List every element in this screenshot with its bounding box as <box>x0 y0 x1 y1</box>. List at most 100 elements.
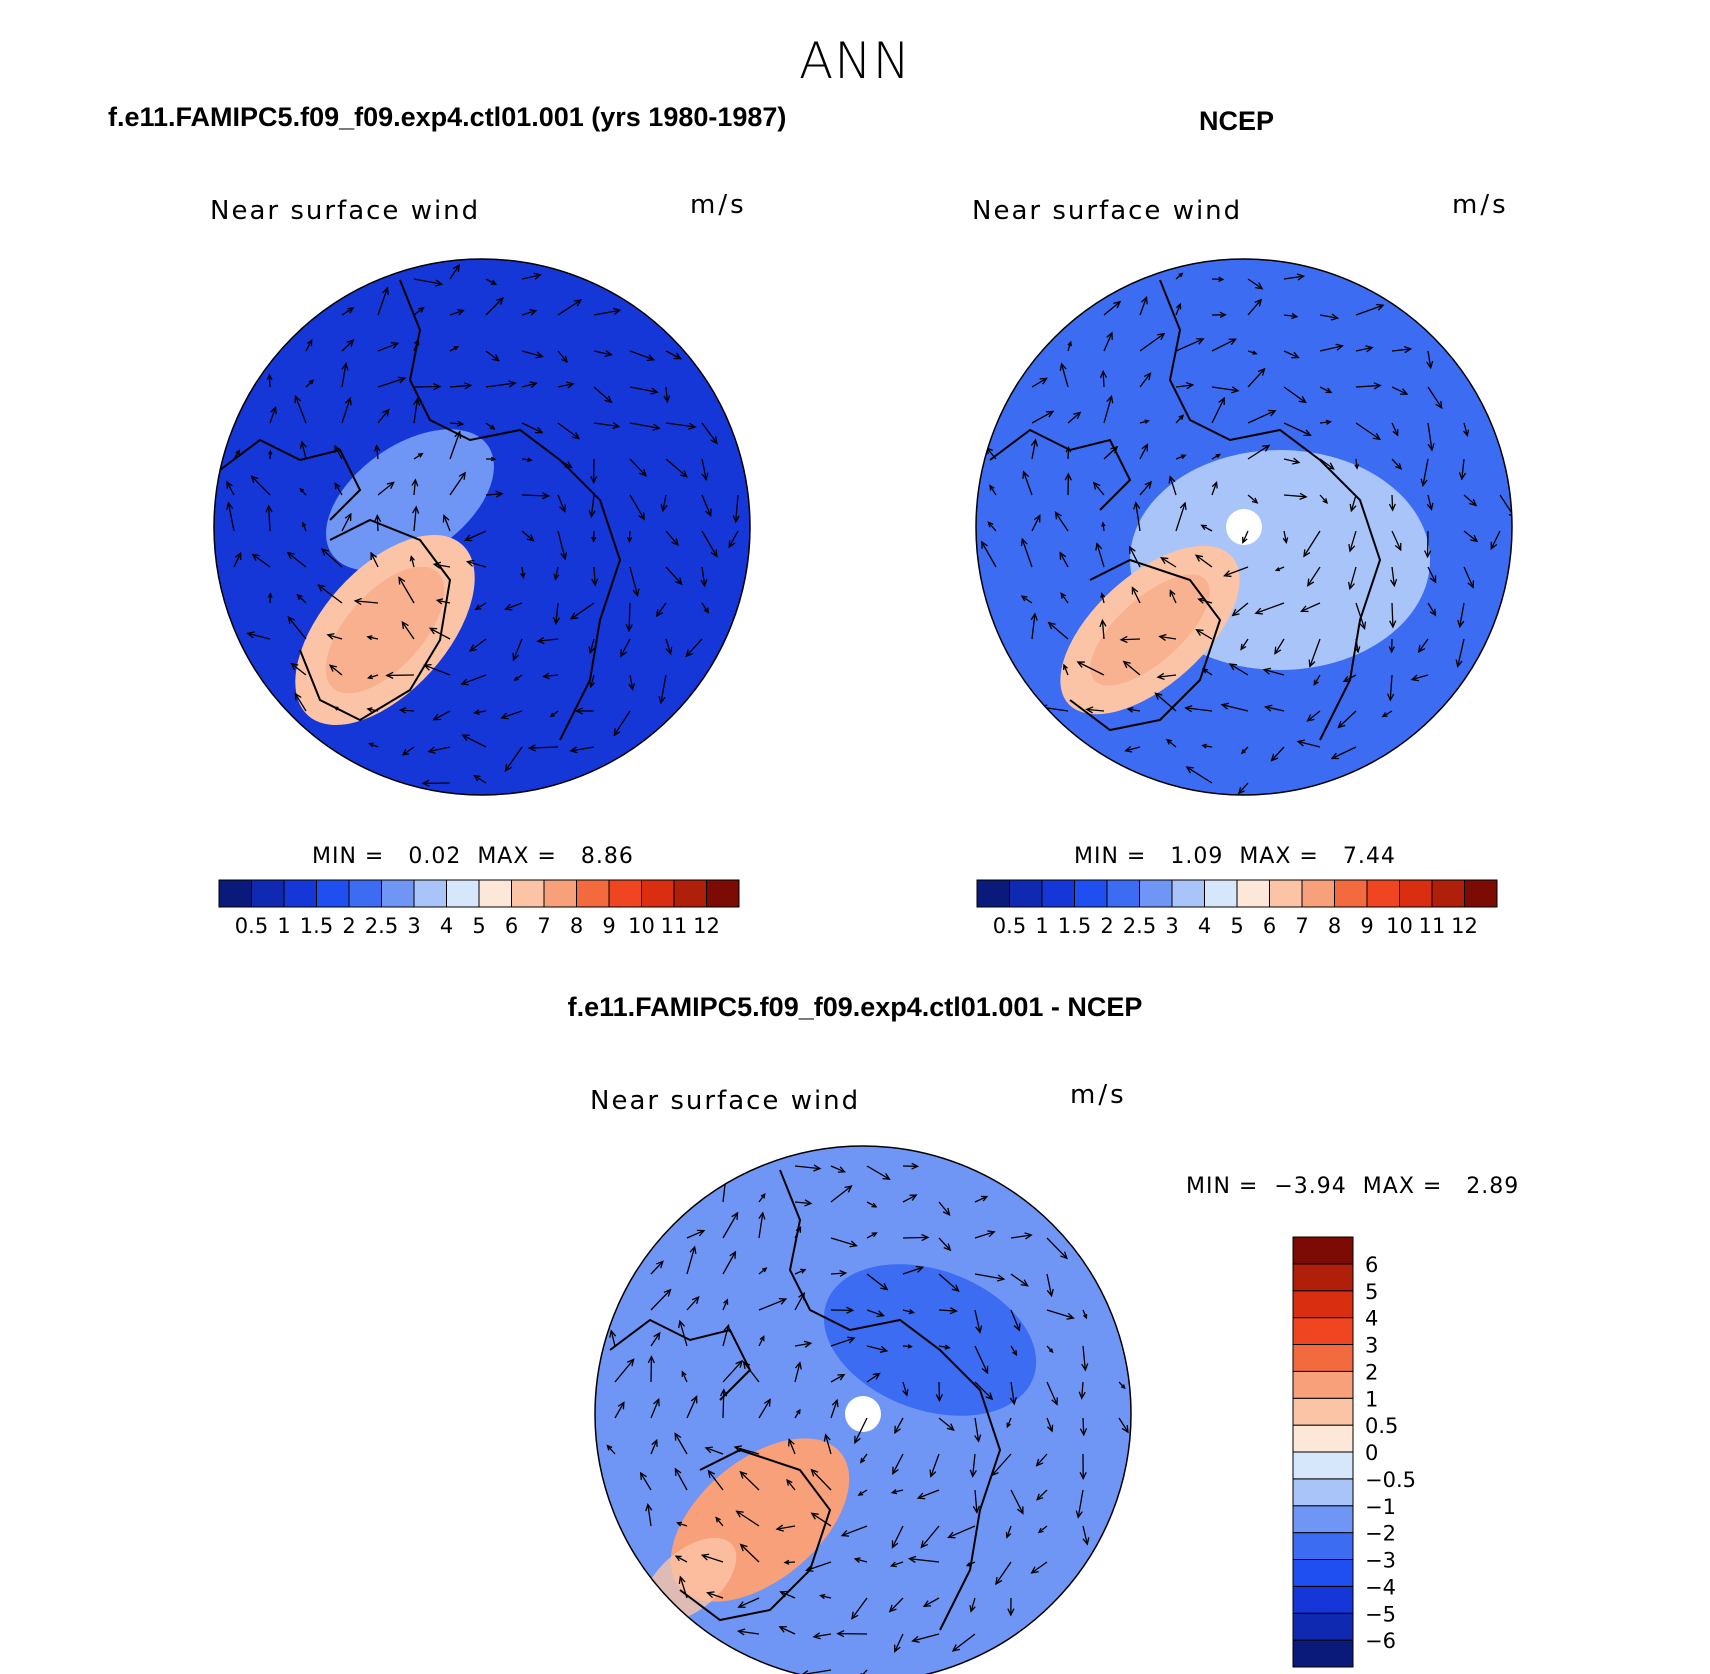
wind-vector <box>794 1409 801 1419</box>
wind-vector-head <box>1131 586 1139 595</box>
wind-vector <box>1160 557 1177 568</box>
wind-vector-head <box>301 521 307 527</box>
wind-vector <box>1391 602 1394 628</box>
wind-vector <box>485 493 503 496</box>
wind-vector-head <box>1469 498 1478 507</box>
wind-vector <box>1131 587 1141 604</box>
wind-vector-head <box>1330 752 1339 760</box>
wind-vector-head <box>1228 663 1238 671</box>
wind-vectors <box>606 1162 1129 1674</box>
wind-vector-head <box>639 1471 647 1480</box>
wind-vector-head <box>1083 1314 1088 1320</box>
wind-vector <box>1463 494 1477 506</box>
wind-vector-head <box>894 1644 901 1653</box>
wind-vector-head <box>1046 1288 1054 1298</box>
wind-vector-head <box>969 1605 976 1613</box>
pole-hole <box>1226 509 1262 545</box>
wind-vector <box>1283 314 1297 318</box>
wind-vector <box>938 1309 957 1312</box>
wind-vector <box>866 1165 890 1180</box>
wind-vector-head <box>1035 1458 1044 1467</box>
minmax-diff: MIN = −3.94 MAX = 2.89 <box>1186 1174 1519 1199</box>
wind-vector-head <box>720 1388 728 1397</box>
wind-vector-head <box>857 1491 864 1496</box>
wind-vector-head <box>1179 501 1187 511</box>
wind-vector <box>628 602 631 631</box>
wind-vector-head <box>1325 419 1332 425</box>
wind-vector <box>650 1332 661 1347</box>
wind-vector <box>665 386 668 402</box>
wind-vector <box>1129 546 1141 568</box>
wind-vector <box>894 1633 904 1652</box>
wind-vector-head <box>788 1438 795 1447</box>
wind-vector-head <box>457 420 465 427</box>
wind-vector <box>449 264 460 280</box>
wind-vector <box>1240 638 1249 650</box>
colorbar-swatch <box>543 879 577 908</box>
wind-vector <box>1355 304 1384 316</box>
colorbar-tick-label: 12 <box>1451 914 1478 938</box>
wind-vector <box>1271 746 1285 761</box>
wind-vector <box>1155 692 1177 712</box>
wind-vector-head <box>1202 668 1209 674</box>
wind-vector <box>1022 471 1033 496</box>
wind-vector <box>1319 314 1338 319</box>
wind-vector <box>701 458 707 480</box>
wind-vector <box>701 422 718 444</box>
wind-vector <box>1349 566 1357 589</box>
wind-vector-head <box>1296 273 1306 281</box>
wind-vector-head <box>626 1358 635 1367</box>
colorbar-swatch <box>1334 879 1368 908</box>
wind-vector <box>629 386 658 393</box>
wind-vector-head <box>987 1230 996 1238</box>
colorbar-tick-label: −3 <box>1365 1549 1396 1573</box>
wind-vector-head <box>1133 501 1141 510</box>
wind-vector <box>1067 411 1081 424</box>
map-contours <box>980 272 1512 795</box>
wind-vector-head <box>679 470 688 478</box>
wind-vector-head <box>723 1323 731 1333</box>
wind-vector <box>437 599 451 604</box>
wind-vector <box>557 458 572 468</box>
wind-vector <box>485 278 497 285</box>
wind-vector <box>923 1597 940 1607</box>
wind-vector-head <box>837 1373 846 1381</box>
wind-vector-head <box>1185 382 1195 390</box>
wind-vector-head <box>1394 542 1402 552</box>
wind-vector <box>341 398 351 424</box>
wind-vector <box>1123 661 1141 676</box>
wind-vector-head <box>951 1644 961 1652</box>
wind-vector <box>449 422 463 425</box>
wind-vector-head <box>1099 618 1107 628</box>
wind-vector <box>1175 384 1193 388</box>
wind-vector <box>629 350 655 361</box>
wind-vector-head <box>1156 672 1165 681</box>
wind-vector-head <box>651 1438 658 1447</box>
wind-vector-head <box>739 1470 748 1479</box>
wind-vector <box>413 398 419 424</box>
wind-vector-head <box>673 352 683 360</box>
wind-vector-head <box>569 746 578 754</box>
wind-vector <box>650 1399 660 1419</box>
wind-vector <box>1201 524 1213 532</box>
wind-vector <box>1067 447 1070 460</box>
map-background <box>214 259 750 795</box>
wind-vector <box>972 1453 976 1477</box>
wind-vector <box>1459 602 1465 627</box>
wind-vector-head <box>299 440 307 449</box>
colorbar-tick-label: 2 <box>1365 1360 1378 1384</box>
max-label: MAX = <box>477 844 557 869</box>
wind-vector-head <box>1157 332 1166 341</box>
wind-vector <box>1103 446 1118 460</box>
colorbar-tick-label: 4 <box>1198 914 1211 938</box>
wind-vector-head <box>625 624 633 633</box>
wind-vector <box>629 422 660 429</box>
colorbar-tick-label: 11 <box>1419 914 1446 938</box>
wind-vector-head <box>1126 706 1134 713</box>
wind-vector <box>377 481 395 496</box>
wind-vector-head <box>1325 387 1333 394</box>
wind-vector-head <box>398 576 406 585</box>
wind-vector-head <box>1313 679 1319 686</box>
wind-vector-head <box>1081 1363 1089 1372</box>
wind-vector <box>521 494 549 497</box>
